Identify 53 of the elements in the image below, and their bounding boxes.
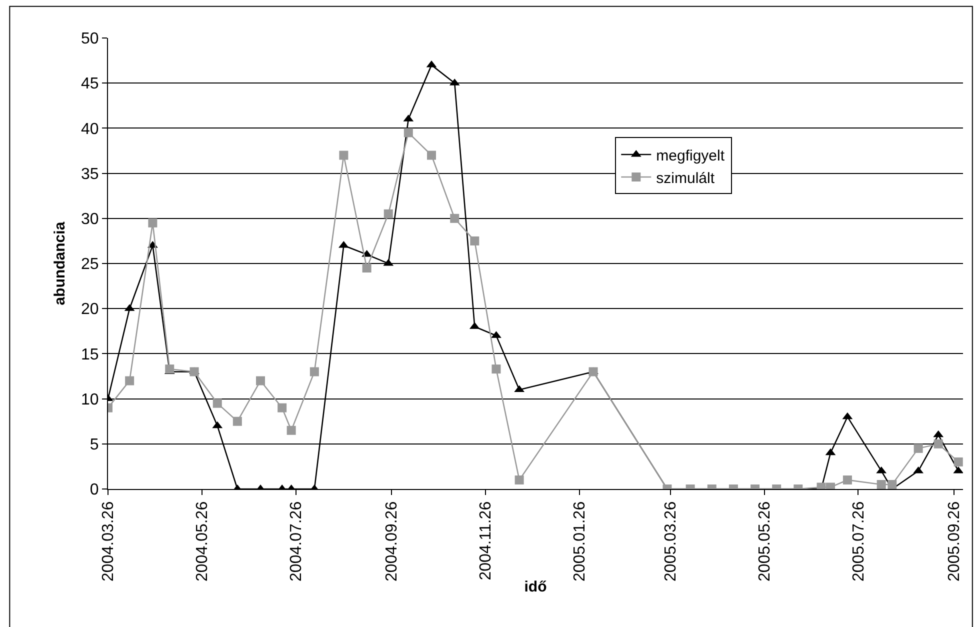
y-tick-label: 40 (81, 120, 99, 138)
point (286, 426, 296, 435)
y-tick-label: 10 (81, 391, 99, 408)
point (232, 416, 242, 426)
x-tick-label: 2004.09.26 (384, 501, 401, 582)
point (338, 240, 349, 248)
point (339, 150, 348, 160)
point (876, 480, 886, 489)
x-tick-label: 2005.03.26 (662, 501, 680, 582)
point (125, 376, 134, 386)
x-tick-label: 2005.01.26 (572, 501, 589, 582)
point (384, 209, 393, 218)
point (148, 218, 158, 228)
point (934, 439, 943, 448)
point (427, 150, 436, 160)
point (888, 480, 897, 489)
point (954, 457, 963, 466)
x-tick-label: 2005.09.26 (946, 501, 963, 582)
point (470, 236, 480, 246)
legend-label: megfigyelt (656, 147, 726, 164)
point (190, 367, 199, 376)
point (256, 376, 266, 386)
x-tick-label: 2004.11.26 (478, 501, 495, 580)
point (953, 466, 963, 474)
y-tick-label: 50 (81, 30, 99, 48)
x-tick-label: 2004.07.26 (288, 501, 306, 582)
point (842, 475, 852, 484)
y-tick-label: 5 (90, 436, 99, 454)
y-tick-label: 20 (81, 301, 99, 318)
point (514, 475, 524, 484)
point (212, 398, 222, 408)
y-tick-label: 15 (81, 346, 99, 364)
legend-label: szimulált (656, 170, 716, 187)
point (914, 444, 923, 453)
y-tick-label: 25 (81, 256, 99, 274)
point (310, 367, 319, 376)
x-tick-label: 2004.05.26 (194, 501, 212, 582)
x-axis-title: idő (524, 578, 547, 596)
point (362, 264, 372, 273)
y-axis-title: abundancia (51, 221, 68, 306)
point (278, 403, 287, 412)
x-tick-label: 2005.05.26 (756, 501, 774, 582)
point (450, 214, 460, 223)
y-tick-label: 0 (90, 482, 99, 499)
x-tick-label: 2004.03.26 (100, 501, 118, 582)
x-tick-label: 2005.07.26 (850, 501, 868, 582)
y-tick-label: 30 (81, 211, 99, 228)
point (588, 367, 598, 376)
y-tick-label: 35 (81, 166, 99, 183)
point (492, 364, 501, 374)
y-tick-label: 45 (81, 76, 99, 93)
point (165, 364, 174, 374)
point (404, 128, 413, 138)
